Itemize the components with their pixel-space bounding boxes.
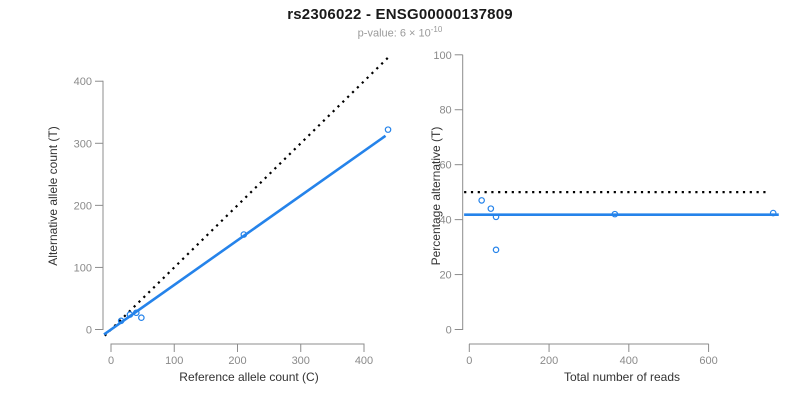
y-tick-label: 20	[439, 270, 451, 282]
y-tick-label: 100	[74, 262, 92, 274]
panel-percentage-vs-reads: 0 200 400 600 0 20 40 60 80 100	[433, 50, 779, 367]
x-tick-label: 0	[466, 355, 472, 367]
y-tick-label: 0	[446, 325, 452, 337]
data-point	[769, 209, 777, 217]
right-y-axis-label: Percentage alternative (T)	[429, 127, 443, 266]
x-tick-label: 100	[165, 355, 183, 367]
x-tick-label: 300	[292, 355, 310, 367]
right-x-axis-label: Total number of reads	[564, 370, 680, 384]
y-tick-label: 80	[439, 105, 451, 117]
y-tick-label: 0	[86, 325, 92, 337]
data-point	[492, 246, 500, 254]
y-tick-label: 40	[439, 215, 451, 227]
data-point	[240, 231, 248, 238]
identity-line	[103, 55, 391, 337]
y-tick-label: 60	[439, 160, 451, 172]
subtitle: p-value: 6 × 10-10	[0, 25, 800, 40]
data-point	[126, 311, 134, 318]
left-y-axis-label: Alternative allele count (T)	[46, 126, 60, 265]
subtitle-pvalue-text: p-value: 6 × 10	[357, 27, 431, 40]
data-point	[478, 197, 485, 204]
data-point	[384, 126, 392, 133]
subtitle-pvalue-exponent: -10	[430, 25, 443, 34]
x-tick-label: 400	[620, 355, 638, 367]
data-point	[611, 210, 619, 218]
data-point	[133, 309, 140, 317]
fit-line	[103, 134, 387, 336]
y-tick-label: 300	[74, 138, 92, 150]
x-tick-label: 600	[699, 355, 717, 367]
data-point	[138, 314, 145, 322]
x-tick-label: 200	[228, 355, 246, 367]
left-x-axis-label: Reference allele count (C)	[179, 370, 318, 384]
y-tick-label: 200	[74, 200, 92, 212]
panel-allele-counts: 0 100 200 300 400 0 100 200 300 400	[74, 55, 392, 367]
x-tick-label: 0	[108, 355, 114, 367]
y-tick-label: 400	[74, 76, 92, 88]
y-tick-label: 100	[433, 50, 451, 62]
x-tick-label: 200	[540, 355, 558, 367]
data-point	[492, 213, 500, 221]
x-tick-label: 400	[355, 355, 373, 367]
data-point	[487, 205, 495, 212]
page-title: rs2306022 - ENSG00000137809	[287, 6, 513, 23]
data-point	[117, 317, 125, 325]
